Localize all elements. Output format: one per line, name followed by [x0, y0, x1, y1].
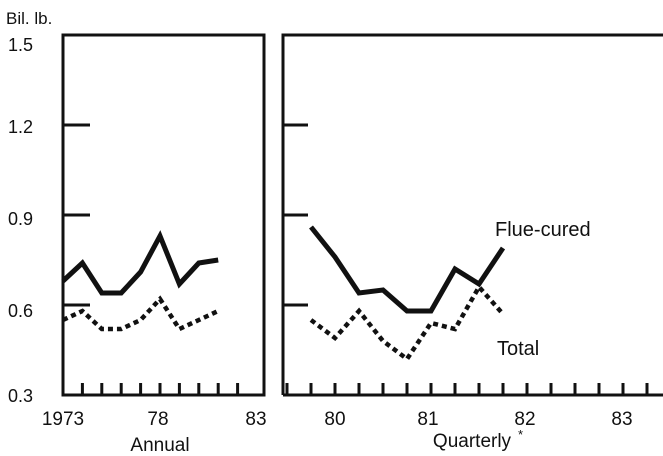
y-tick-label: 0.6: [8, 301, 33, 321]
x-tick-label: 83: [245, 409, 266, 430]
total-label: Total: [497, 338, 539, 360]
y-axis-unit-label: Bil. lb.: [6, 9, 52, 28]
quarterly-total-line: [309, 283, 505, 363]
quarterly-axis-title: Quarterly: [433, 431, 512, 452]
flue-cured-label: Flue-cured: [495, 219, 591, 241]
annual-total-line: [62, 295, 220, 332]
y-tick-label: 1.5: [8, 35, 33, 55]
quarterly-footnote-mark: *: [518, 427, 523, 442]
series-layer: [61, 225, 506, 363]
quarterly-panel-frame: [281, 33, 663, 395]
annual-axis-title: Annual: [130, 435, 189, 456]
quarterly-flue-cured-line: [309, 225, 506, 314]
annual-panel-frame: [61, 33, 266, 397]
x-tick-label: 80: [324, 409, 345, 430]
x-tick-label: 82: [514, 409, 535, 430]
x-tick-label: 83: [611, 409, 632, 430]
x-tick-label: 81: [417, 409, 438, 430]
y-tick-labels: 1.5 1.2 0.9 0.6 0.3: [8, 35, 33, 406]
axis-ticks: [63, 123, 649, 395]
x-tick-label: 78: [147, 409, 168, 430]
x-tick-label: 1973: [42, 409, 84, 430]
y-tick-label: 0.9: [8, 209, 33, 229]
quarterly-x-tick-labels: 80 81 82 83: [324, 409, 632, 430]
y-tick-label: 0.3: [8, 386, 33, 406]
annual-flue-cured-line: [61, 230, 219, 296]
annual-x-tick-labels: 1973 78 83: [42, 409, 267, 430]
y-tick-label: 1.2: [8, 117, 33, 137]
